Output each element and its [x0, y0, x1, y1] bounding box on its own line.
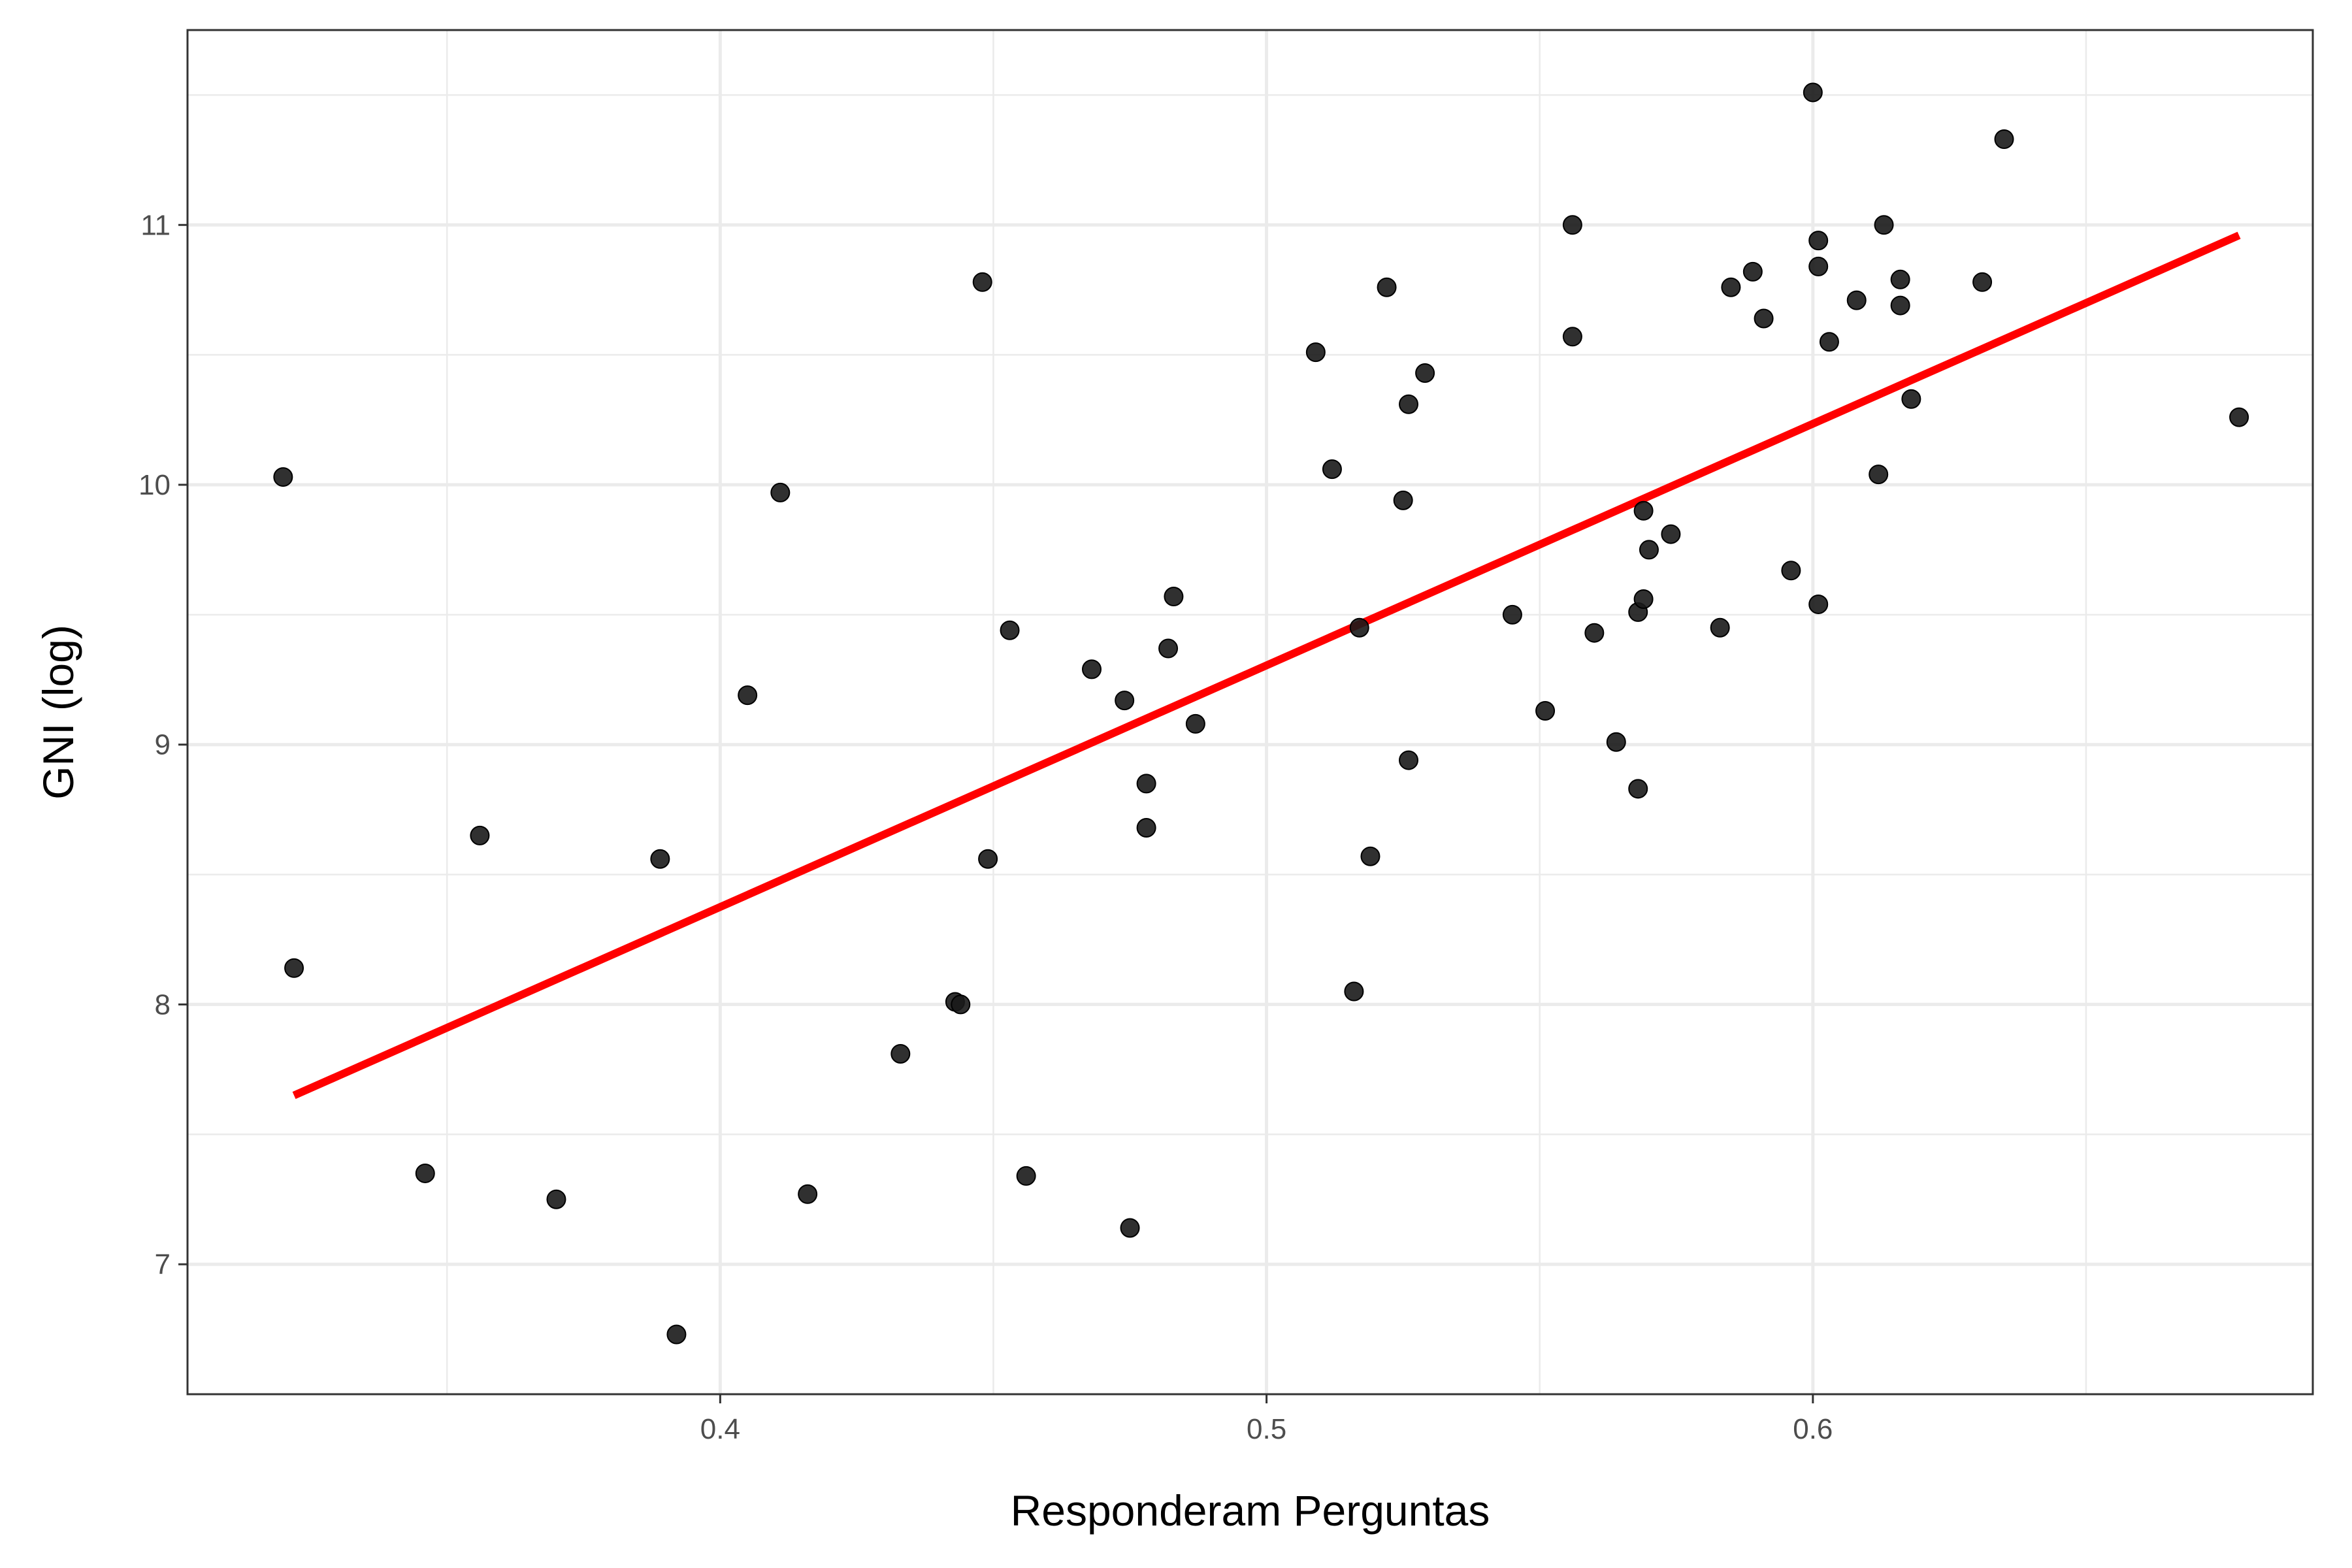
- data-point: [650, 849, 670, 869]
- data-point: [1393, 490, 1413, 510]
- x-tick-label: 0.4: [700, 1413, 740, 1445]
- data-point: [1562, 215, 1582, 235]
- data-point: [972, 272, 992, 292]
- data-point: [1185, 713, 1205, 734]
- data-point: [1639, 540, 1659, 560]
- data-point: [1584, 623, 1605, 643]
- y-tick-label: 10: [139, 469, 171, 501]
- data-point: [798, 1184, 818, 1204]
- x-axis-ticks: 0.4 0.5 0.6: [700, 1394, 1833, 1445]
- data-point: [1344, 981, 1364, 1002]
- x-axis-title: Responderam Perguntas: [1011, 1486, 1490, 1535]
- data-point: [1562, 327, 1582, 347]
- y-tick-label: 7: [155, 1249, 171, 1281]
- data-points: [273, 82, 2249, 1345]
- data-point: [951, 994, 971, 1015]
- data-point: [1901, 389, 1921, 409]
- data-point: [1781, 561, 1801, 581]
- data-point: [1000, 620, 1020, 640]
- data-point: [415, 1163, 435, 1183]
- data-point: [2229, 407, 2249, 427]
- y-tick-label: 9: [155, 729, 171, 761]
- regression-line-layer: [292, 231, 2241, 1100]
- data-point: [1360, 846, 1380, 866]
- data-point: [666, 1324, 687, 1345]
- data-point: [1628, 779, 1648, 799]
- data-point: [1399, 394, 1419, 414]
- data-point: [1874, 215, 1894, 235]
- data-point: [1742, 261, 1763, 282]
- data-point: [1808, 231, 1829, 251]
- data-point: [890, 1043, 911, 1064]
- major-gridlines: [188, 30, 2313, 1394]
- data-point: [1502, 604, 1522, 625]
- data-point: [770, 482, 791, 502]
- y-axis-title: GNI (log): [34, 625, 82, 800]
- data-point: [1633, 589, 1654, 609]
- data-point: [284, 958, 304, 978]
- data-point: [1890, 269, 1910, 289]
- data-point: [1721, 277, 1741, 297]
- data-point: [1349, 617, 1369, 638]
- data-point: [1808, 594, 1829, 614]
- data-point: [470, 825, 490, 845]
- data-point: [1136, 774, 1156, 794]
- data-point: [1136, 817, 1156, 838]
- data-point: [1081, 659, 1102, 679]
- x-tick-label: 0.5: [1247, 1413, 1286, 1445]
- data-point: [1754, 308, 1774, 329]
- data-point: [1819, 332, 1839, 352]
- data-point: [1415, 363, 1435, 383]
- data-point: [1890, 295, 1910, 316]
- data-point: [1016, 1166, 1036, 1186]
- data-point: [1305, 342, 1326, 363]
- data-point: [1158, 638, 1179, 659]
- data-point: [1535, 701, 1556, 721]
- data-point: [1606, 732, 1626, 752]
- y-tick-label: 8: [155, 988, 171, 1021]
- data-point: [1399, 750, 1419, 770]
- data-point: [1633, 500, 1654, 521]
- regression-line: [292, 231, 2241, 1100]
- data-point: [1322, 459, 1342, 480]
- data-point: [1994, 129, 2014, 150]
- data-point: [1120, 1218, 1140, 1238]
- data-point: [1710, 617, 1730, 638]
- data-point: [1846, 290, 1867, 310]
- data-point: [738, 685, 758, 706]
- data-point: [1377, 277, 1397, 297]
- data-point: [1164, 587, 1184, 607]
- x-tick-label: 0.6: [1793, 1413, 1833, 1445]
- y-tick-label: 11: [140, 209, 171, 241]
- data-point: [1972, 272, 1993, 292]
- data-point: [1803, 82, 1823, 103]
- data-point: [978, 849, 998, 869]
- data-point: [1661, 524, 1681, 544]
- panel-border: [186, 29, 2314, 1396]
- data-point: [1808, 256, 1829, 276]
- data-point: [1115, 691, 1135, 711]
- data-point: [1869, 465, 1889, 485]
- y-axis-ticks: 7 8 9 10 11: [139, 209, 188, 1281]
- data-point: [273, 467, 293, 487]
- data-point: [546, 1189, 566, 1209]
